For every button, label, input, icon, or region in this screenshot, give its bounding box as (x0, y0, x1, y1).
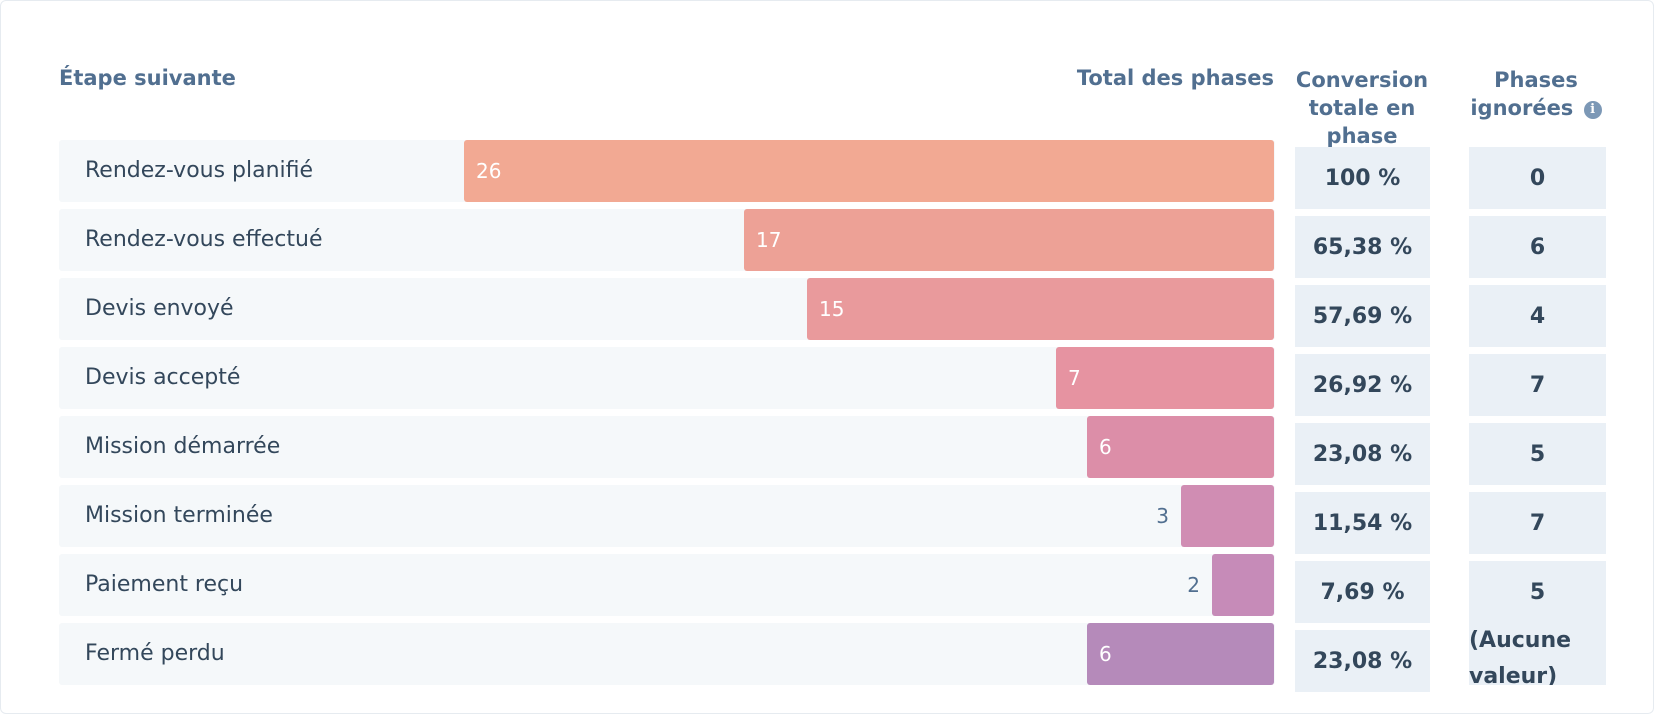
bar-value-label: 2 (1187, 573, 1200, 597)
funnel-bar[interactable] (1087, 623, 1274, 685)
stage-row[interactable] (59, 554, 1275, 616)
stage-row[interactable] (59, 623, 1275, 685)
stage-label: Fermé perdu (85, 641, 225, 666)
funnel-bar[interactable] (807, 278, 1274, 340)
stage-label: Devis envoyé (85, 296, 234, 321)
stage-label: Mission démarrée (85, 434, 281, 459)
skipped-cell: 7 (1469, 492, 1606, 554)
header-total-phases: Total des phases (1076, 66, 1274, 90)
stage-label: Rendez-vous planifié (85, 158, 314, 183)
conversion-cell: 26,92 % (1295, 354, 1430, 416)
funnel-bar[interactable] (744, 209, 1274, 271)
skipped-cell: 6 (1469, 216, 1606, 278)
header-skipped-phases: Phases ignorées i (1468, 66, 1604, 122)
stage-label: Mission terminée (85, 503, 273, 528)
stage-label: Devis accepté (85, 365, 241, 390)
skipped-cell: 5 (1469, 561, 1606, 623)
conversion-cell: 7,69 % (1295, 561, 1430, 623)
stage-row[interactable] (59, 416, 1275, 478)
bar-value-label: 26 (476, 159, 502, 183)
conversion-cell: 57,69 % (1295, 285, 1430, 347)
funnel-bar[interactable] (1087, 416, 1274, 478)
header-conversion: Conversion totale en phase (1295, 68, 1429, 148)
conversion-cell: 65,38 % (1295, 216, 1430, 278)
bar-value-label: 17 (756, 228, 782, 252)
info-icon[interactable]: i (1583, 101, 1602, 119)
funnel-bar[interactable] (1181, 485, 1274, 547)
funnel-bar[interactable] (1212, 554, 1274, 616)
funnel-bar[interactable] (464, 140, 1274, 202)
skipped-cell: 5 (1469, 423, 1606, 485)
stage-label: Rendez-vous effectué (85, 227, 323, 252)
stage-row[interactable] (59, 485, 1275, 547)
header-skipped-label: Phases ignorées (1470, 68, 1578, 120)
bar-value-label: 6 (1099, 435, 1112, 459)
skipped-cell: (Aucune valeur) (1469, 623, 1606, 685)
conversion-cell: 11,54 % (1295, 492, 1430, 554)
skipped-cell: 7 (1469, 354, 1606, 416)
skipped-cell: 0 (1469, 147, 1606, 209)
funnel-bar[interactable] (1056, 347, 1274, 409)
stage-label: Paiement reçu (85, 572, 244, 597)
header-next-stage: Étape suivante (59, 66, 236, 90)
bar-value-label: 15 (819, 297, 845, 321)
conversion-cell: 23,08 % (1295, 630, 1430, 692)
bar-value-label: 3 (1156, 504, 1169, 528)
conversion-cell: 100 % (1295, 147, 1430, 209)
bar-value-label: 7 (1068, 366, 1081, 390)
bar-value-label: 6 (1099, 642, 1112, 666)
conversion-cell: 23,08 % (1295, 423, 1430, 485)
skipped-cell: 4 (1469, 285, 1606, 347)
